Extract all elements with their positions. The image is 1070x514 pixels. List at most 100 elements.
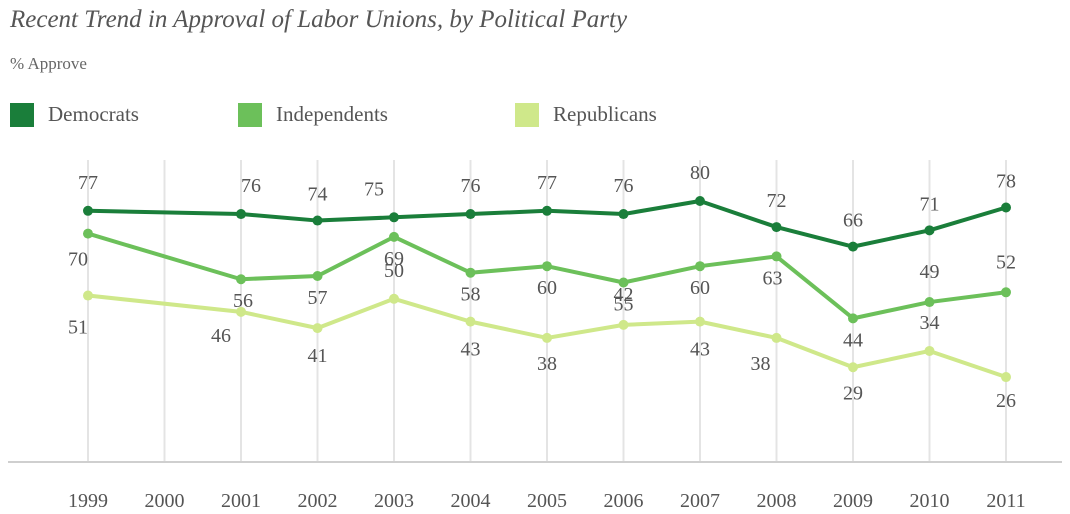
data-point-republicans-2004 xyxy=(465,316,476,327)
data-point-republicans-2003 xyxy=(389,293,399,304)
data-label-independents-2005: 60 xyxy=(537,277,557,299)
series-line-independents xyxy=(86,231,1008,321)
data-label-republicans-2010: 34 xyxy=(920,312,940,334)
data-label-independents-2007: 60 xyxy=(690,277,710,299)
x-tick-label-2009: 2009 xyxy=(833,490,873,512)
data-label-republicans-1999: 51 xyxy=(68,317,88,339)
legend-item-democrats: Democrats xyxy=(10,102,139,127)
legend: Democrats Independents Republicans xyxy=(10,102,1010,130)
data-point-independents-2004 xyxy=(465,267,476,278)
data-point-republicans-2010 xyxy=(924,345,935,356)
x-tick-label-2007: 2007 xyxy=(680,490,720,512)
x-tick-label-2001: 2001 xyxy=(221,490,261,512)
x-tick-label-2006: 2006 xyxy=(604,490,644,512)
data-point-democrats-2004 xyxy=(465,209,476,220)
data-point-independents-2002 xyxy=(312,270,323,281)
data-label-republicans-2011: 26 xyxy=(996,390,1016,412)
data-point-democrats-2005 xyxy=(542,205,552,216)
data-point-republicans-1999 xyxy=(83,290,93,301)
data-label-republicans-2001: 46 xyxy=(211,325,231,347)
data-point-independents-2011 xyxy=(1001,287,1011,298)
data-point-democrats-2007 xyxy=(695,196,705,206)
data-label-democrats-2008: 72 xyxy=(767,190,787,212)
series-line-democrats xyxy=(86,199,1008,249)
x-tick-label-1999: 1999 xyxy=(68,490,108,512)
data-point-independents-2005 xyxy=(542,261,552,272)
x-tick-label-2000: 2000 xyxy=(145,490,185,512)
legend-swatch-democrats xyxy=(10,102,34,127)
data-label-independents-2003: 69 xyxy=(384,248,404,270)
data-label-democrats-2007: 80 xyxy=(690,162,710,184)
data-label-independents-2008: 63 xyxy=(763,267,783,289)
data-label-democrats-2002: 74 xyxy=(308,184,328,206)
legend-label-independents: Independents xyxy=(276,102,388,126)
data-point-independents-2009 xyxy=(848,313,858,324)
data-label-independents-2009: 44 xyxy=(843,329,863,351)
legend-item-independents: Independents xyxy=(238,102,388,127)
data-label-republicans-2005: 38 xyxy=(537,353,557,375)
data-label-independents-2004: 58 xyxy=(461,284,481,306)
data-label-independents-1999: 70 xyxy=(68,249,88,271)
legend-label-republicans: Republicans xyxy=(553,102,657,126)
data-point-independents-2001 xyxy=(236,274,246,285)
legend-swatch-republicans xyxy=(515,102,539,127)
data-label-independents-2006: 55 xyxy=(614,294,634,316)
data-label-democrats-2005: 77 xyxy=(537,172,557,194)
data-label-republicans-2004: 43 xyxy=(461,339,481,361)
data-point-republicans-2001 xyxy=(236,306,246,317)
data-point-democrats-2003 xyxy=(389,212,399,223)
data-label-independents-2010: 49 xyxy=(920,261,940,283)
data-label-democrats-2009: 66 xyxy=(843,210,863,232)
chart-subtitle: % Approve xyxy=(10,54,87,73)
line-chart: 1999 2000 2001 2002 2003 2004 2005 2006 2007 2008… xyxy=(8,160,1062,512)
legend-swatch-independents xyxy=(238,102,262,127)
data-point-independents-2003 xyxy=(389,231,399,242)
x-tick-label-2002: 2002 xyxy=(298,490,338,512)
x-tick-label-2005: 2005 xyxy=(527,490,567,512)
data-point-democrats-2009 xyxy=(848,241,858,252)
data-label-democrats-2003: 75 xyxy=(364,178,384,200)
legend-item-republicans: Republicans xyxy=(515,102,657,127)
data-label-republicans-2007: 43 xyxy=(690,339,710,361)
data-label-republicans-2008: 38 xyxy=(751,353,771,375)
x-tick-label-2004: 2004 xyxy=(451,490,491,512)
data-label-independents-2002: 57 xyxy=(308,287,328,309)
data-point-republicans-2002 xyxy=(312,323,323,334)
data-label-democrats-1999: 77 xyxy=(78,172,98,194)
x-tick-label-2008: 2008 xyxy=(757,490,797,512)
x-tick-label-2010: 2010 xyxy=(910,490,950,512)
data-label-democrats-2001: 76 xyxy=(241,175,261,197)
data-point-independents-2008 xyxy=(771,251,782,262)
data-point-republicans-2011 xyxy=(1001,372,1011,383)
data-point-independents-2007 xyxy=(695,261,705,272)
data-label-republicans-2009: 29 xyxy=(843,382,863,404)
data-label-independents-2001: 56 xyxy=(233,290,253,312)
data-point-democrats-2011 xyxy=(1001,202,1011,213)
data-label-democrats-2004: 76 xyxy=(461,175,481,197)
data-point-independents-1999 xyxy=(83,228,93,239)
series-line-republicans xyxy=(86,293,1008,380)
data-point-democrats-2008 xyxy=(771,222,782,233)
x-tick-label-2011: 2011 xyxy=(986,490,1025,512)
x-tick-label-2003: 2003 xyxy=(374,490,414,512)
data-point-republicans-2006 xyxy=(618,319,629,330)
data-label-independents-2011: 52 xyxy=(996,251,1016,273)
chart-title: Recent Trend in Approval of Labor Unions… xyxy=(10,6,628,33)
data-point-democrats-2010 xyxy=(924,225,935,236)
data-label-democrats-2011: 78 xyxy=(996,171,1016,193)
data-label-democrats-2010: 71 xyxy=(920,193,940,215)
data-point-republicans-2007 xyxy=(695,316,705,327)
data-point-democrats-2006 xyxy=(618,209,629,220)
data-point-republicans-2009 xyxy=(848,362,858,373)
data-point-independents-2010 xyxy=(924,297,935,308)
data-point-democrats-2002 xyxy=(312,215,323,226)
legend-label-democrats: Democrats xyxy=(48,102,139,126)
data-point-democrats-2001 xyxy=(236,209,246,220)
data-point-republicans-2005 xyxy=(542,332,552,343)
data-point-independents-2006 xyxy=(618,277,629,288)
data-label-republicans-2002: 41 xyxy=(308,345,328,367)
data-point-democrats-1999 xyxy=(83,205,93,216)
data-point-republicans-2008 xyxy=(771,332,782,343)
data-label-republicans-2006: 42 xyxy=(614,284,634,306)
data-label-republicans-2003: 50 xyxy=(384,260,404,282)
